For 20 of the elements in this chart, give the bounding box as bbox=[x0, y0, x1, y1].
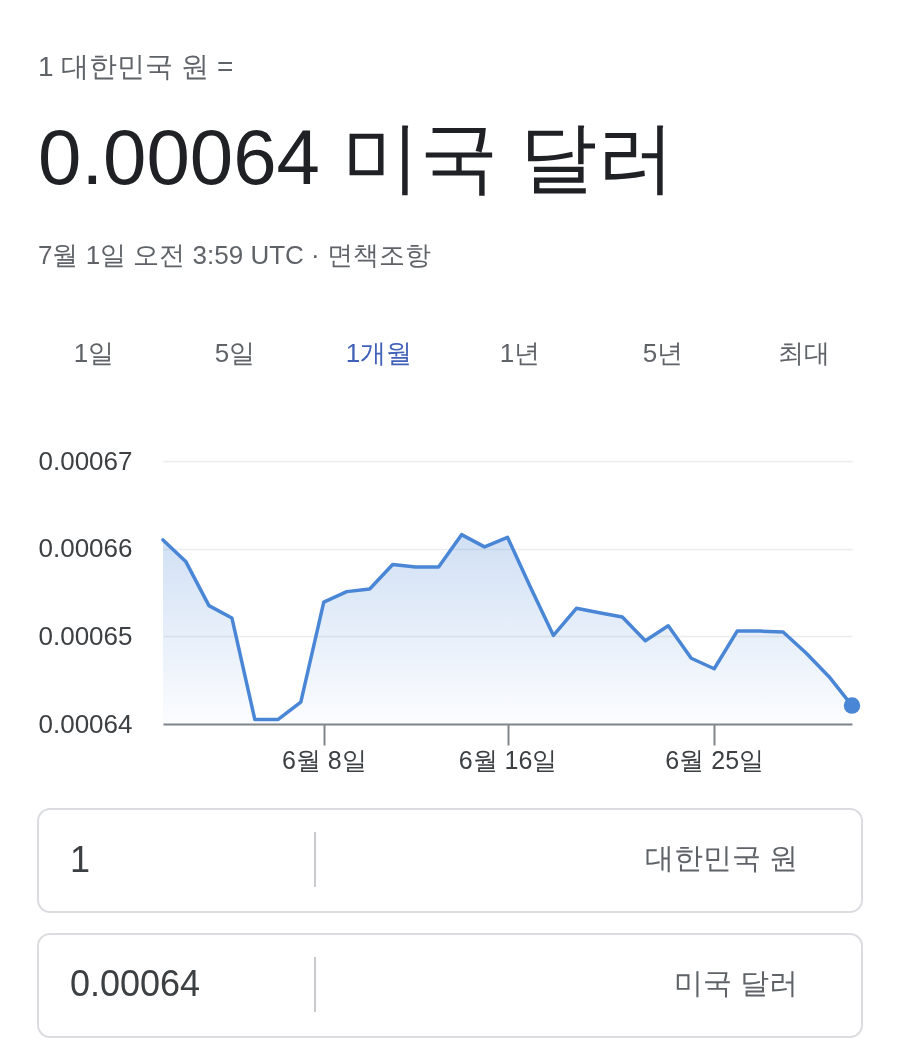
y-tick-label: 0.00065 bbox=[38, 620, 133, 651]
text: 1년 bbox=[499, 338, 541, 368]
x-tick-label: 6월 8일 bbox=[281, 745, 367, 774]
text: 1 대한민국 원 = bbox=[38, 51, 234, 82]
y-tick-label: 0.00064 bbox=[38, 708, 133, 739]
text: 5년 bbox=[642, 338, 684, 368]
text: 1일 bbox=[73, 338, 115, 368]
text: 5일 bbox=[214, 338, 256, 368]
text: 최대 bbox=[778, 338, 830, 368]
text: 미국 달러 bbox=[673, 967, 798, 999]
x-tick-label: 6월 25일 bbox=[665, 745, 765, 774]
text: 대한민국 원 bbox=[644, 842, 798, 874]
chart-title: 0.00064 미국 달러 bbox=[38, 113, 676, 201]
text: 0.00064 bbox=[70, 963, 201, 1004]
text: 1 bbox=[70, 839, 91, 880]
y-tick-label: 0.00066 bbox=[38, 533, 133, 564]
y-tick-label: 0.00067 bbox=[38, 445, 133, 476]
chart-subtitle: 7월 1일 오전 3:59 UTC · 면책조항 bbox=[38, 240, 431, 270]
text: 1개월 bbox=[345, 338, 413, 368]
x-tick-label: 6월 16일 bbox=[458, 745, 558, 774]
